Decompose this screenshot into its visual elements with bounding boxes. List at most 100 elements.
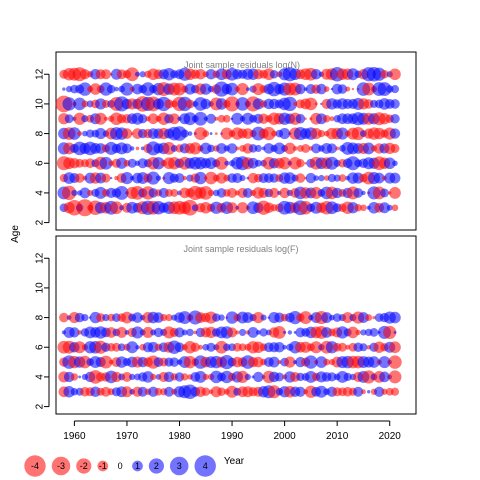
residual-bubble — [359, 343, 368, 352]
residual-bubble — [263, 202, 275, 214]
residual-bubble — [383, 157, 396, 170]
residual-bubble — [325, 156, 339, 170]
residual-bubble — [194, 171, 207, 185]
residual-bubble — [194, 127, 208, 141]
residual-bubble — [345, 86, 351, 92]
residual-bubble — [202, 373, 209, 381]
residual-bubble — [131, 326, 144, 339]
residual-bubble — [63, 371, 75, 383]
residual-bubble — [239, 328, 247, 336]
residual-bubble — [74, 312, 85, 323]
panel-log-n: Joint sample residuals log(N) 2 4 6 8 10 12 — [35, 51, 417, 231]
residual-bubble — [273, 142, 286, 155]
residual-bubble — [218, 314, 225, 321]
residual-bubble — [206, 113, 217, 124]
residual-bubble — [380, 188, 389, 198]
residual-bubble — [263, 143, 275, 154]
residual-bubble — [224, 96, 240, 112]
residual-bubble — [358, 312, 369, 323]
y-tick-label: 6 — [35, 160, 46, 166]
residual-bubble — [116, 327, 128, 338]
residual-bubble — [391, 204, 399, 212]
residual-bubble — [96, 313, 106, 323]
residual-bubble — [168, 113, 180, 125]
residual-bubble — [62, 97, 76, 111]
residual-bubble — [139, 71, 146, 78]
x-tick-label: 2000 — [273, 431, 296, 442]
residual-bubble — [314, 102, 318, 106]
residual-bubble — [226, 143, 238, 154]
residual-bubble — [109, 176, 113, 180]
residual-bubble — [329, 116, 335, 122]
residual-bubble — [95, 128, 107, 140]
residual-bubble — [174, 342, 185, 353]
residual-bubble — [284, 356, 296, 368]
residual-bubble — [189, 142, 202, 155]
legend-bubble — [132, 460, 143, 472]
residual-bubble — [178, 311, 192, 325]
residual-bubble — [153, 327, 164, 338]
residual-bubble — [378, 356, 391, 369]
residual-bubble — [101, 173, 111, 183]
residual-bubble — [258, 113, 269, 124]
residual-bubble — [335, 146, 340, 151]
panel-log-f-frame — [55, 235, 417, 415]
residual-bubble — [195, 68, 206, 80]
residual-bubble — [206, 342, 216, 352]
residual-bubble — [239, 175, 246, 182]
legend-label: 3 — [177, 461, 182, 471]
residual-bubble — [235, 97, 250, 111]
residual-bubble — [186, 328, 194, 337]
residual-bubble — [68, 127, 81, 140]
x-axis-title: Year — [224, 456, 245, 467]
residual-bubble — [142, 371, 154, 383]
residual-bubble — [235, 330, 240, 335]
residual-bubble — [214, 116, 219, 121]
residual-bubble — [110, 201, 123, 215]
residual-bubble — [231, 112, 244, 125]
residual-bubble — [304, 117, 307, 120]
residual-bubble — [194, 370, 207, 383]
residual-bubble — [220, 127, 233, 140]
residual-bubble — [137, 386, 148, 397]
residual-bubble — [138, 114, 148, 124]
residual-bubble — [59, 312, 69, 323]
residual-bubble — [215, 156, 229, 170]
y-tick-label: 2 — [35, 219, 46, 225]
residual-bubble — [121, 386, 133, 398]
residual-bubble — [121, 128, 133, 139]
residual-bubble — [162, 142, 176, 155]
residual-bubble — [351, 127, 365, 141]
residual-bubble — [183, 112, 197, 126]
residual-bubble — [235, 146, 240, 151]
residual-bubble — [252, 98, 264, 110]
residual-bubble — [147, 113, 159, 125]
x-tick-label: 1980 — [168, 431, 191, 442]
residual-bubble — [226, 202, 238, 214]
residual-bubble — [252, 311, 264, 324]
residual-bubble — [326, 143, 337, 154]
residual-bubble — [232, 173, 243, 184]
residual-bubble — [389, 172, 401, 184]
residual-bubble — [185, 99, 195, 109]
residual-bubble — [132, 312, 143, 323]
residual-bubble — [165, 313, 173, 322]
residual-bubble — [163, 371, 175, 383]
residual-bubble — [120, 171, 134, 185]
residual-bubble — [236, 202, 249, 214]
residual-bubble — [207, 144, 215, 153]
legend-label: 0 — [118, 461, 123, 471]
residual-bubble — [301, 143, 311, 153]
residual-bubble — [388, 370, 402, 384]
residual-bubble — [170, 189, 179, 197]
residual-bubble — [283, 330, 287, 334]
residual-bubble — [77, 330, 82, 335]
panel-log-f-title: Joint sample residuals log(F) — [183, 244, 298, 254]
residual-bubble — [318, 174, 325, 182]
residual-bubble — [127, 158, 137, 168]
residual-bubble — [347, 326, 359, 339]
residual-bubble — [379, 371, 390, 383]
y-tick-label: 4 — [35, 190, 46, 196]
residual-bubble — [150, 373, 157, 381]
panel-log-f-y-axis: 2 4 6 8 10 12 — [35, 252, 50, 409]
